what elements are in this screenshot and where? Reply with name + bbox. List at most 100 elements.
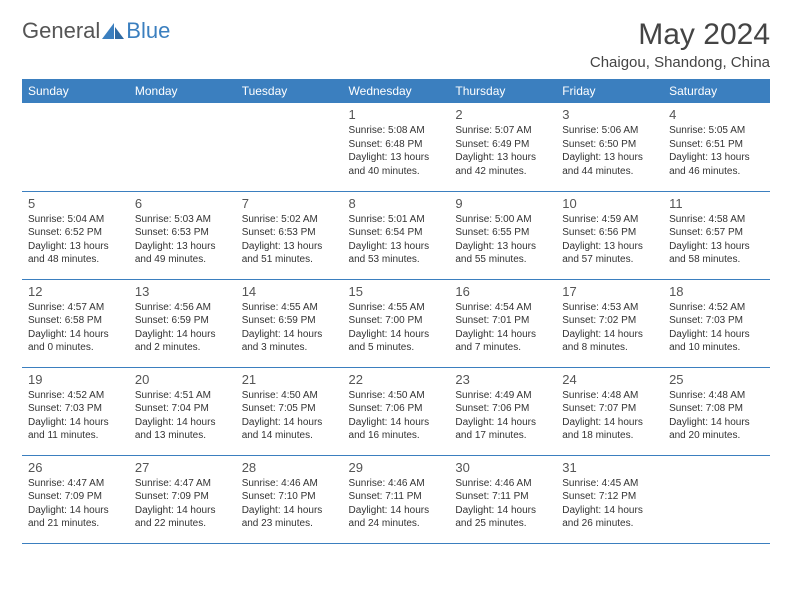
sunrise-text: Sunrise: 4:48 AM xyxy=(669,389,764,403)
daylight-text: Daylight: 13 hours and 51 minutes. xyxy=(242,240,337,267)
daylight-text: Daylight: 14 hours and 16 minutes. xyxy=(349,416,444,443)
day-details: Sunrise: 4:48 AMSunset: 7:07 PMDaylight:… xyxy=(562,389,657,443)
daylight-text: Daylight: 14 hours and 5 minutes. xyxy=(349,328,444,355)
day-number: 13 xyxy=(135,284,230,299)
sunset-text: Sunset: 7:00 PM xyxy=(349,314,444,328)
sunset-text: Sunset: 7:08 PM xyxy=(669,402,764,416)
sunset-text: Sunset: 6:53 PM xyxy=(242,226,337,240)
calendar-table: SundayMondayTuesdayWednesdayThursdayFrid… xyxy=(22,79,770,544)
calendar-day-cell: 9Sunrise: 5:00 AMSunset: 6:55 PMDaylight… xyxy=(449,191,556,279)
day-number: 16 xyxy=(455,284,550,299)
day-number: 1 xyxy=(349,107,444,122)
sunrise-text: Sunrise: 4:47 AM xyxy=(135,477,230,491)
sunset-text: Sunset: 7:01 PM xyxy=(455,314,550,328)
sunset-text: Sunset: 7:03 PM xyxy=(669,314,764,328)
sunrise-text: Sunrise: 4:58 AM xyxy=(669,213,764,227)
day-details: Sunrise: 4:52 AMSunset: 7:03 PMDaylight:… xyxy=(669,301,764,355)
daylight-text: Daylight: 14 hours and 3 minutes. xyxy=(242,328,337,355)
calendar-day-cell: 24 Sunrise: 4:48 AMSunset: 7:07 PMDayligh… xyxy=(556,367,663,455)
sunset-text: Sunset: 6:56 PM xyxy=(562,226,657,240)
day-details: Sunrise: 5:06 AMSunset: 6:50 PMDaylight:… xyxy=(562,124,657,178)
day-details: Sunrise: 4:53 AMSunset: 7:02 PMDaylight:… xyxy=(562,301,657,355)
calendar-day-cell: 6Sunrise: 5:03 AMSunset: 6:53 PMDaylight… xyxy=(129,191,236,279)
day-details: Sunrise: 4:49 AMSunset: 7:06 PMDaylight:… xyxy=(455,389,550,443)
calendar-day-cell: 26Sunrise: 4:47 AMSunset: 7:09 PMDayligh… xyxy=(22,455,129,543)
day-details: Sunrise: 5:02 AMSunset: 6:53 PMDaylight:… xyxy=(242,213,337,267)
sunrise-text: Sunrise: 4:45 AM xyxy=(562,477,657,491)
day-number: 24 xyxy=(562,372,657,387)
day-number: 25 xyxy=(669,372,764,387)
logo-sail-icon xyxy=(102,23,124,39)
day-details: Sunrise: 4:47 AMSunset: 7:09 PMDaylight:… xyxy=(135,477,230,531)
calendar-day-cell: 28Sunrise: 4:46 AMSunset: 7:10 PMDayligh… xyxy=(236,455,343,543)
daylight-text: Daylight: 14 hours and 11 minutes. xyxy=(28,416,123,443)
day-number: 19 xyxy=(28,372,123,387)
day-details: Sunrise: 4:58 AMSunset: 6:57 PMDaylight:… xyxy=(669,213,764,267)
daylight-text: Daylight: 13 hours and 42 minutes. xyxy=(455,151,550,178)
sunrise-text: Sunrise: 4:52 AM xyxy=(28,389,123,403)
sunset-text: Sunset: 7:09 PM xyxy=(28,490,123,504)
calendar-day-cell: 21Sunrise: 4:50 AMSunset: 7:05 PMDayligh… xyxy=(236,367,343,455)
daylight-text: Daylight: 14 hours and 22 minutes. xyxy=(135,504,230,531)
day-details: Sunrise: 4:54 AMSunset: 7:01 PMDaylight:… xyxy=(455,301,550,355)
daylight-text: Daylight: 13 hours and 55 minutes. xyxy=(455,240,550,267)
logo-text-2: Blue xyxy=(126,18,170,44)
sunrise-text: Sunrise: 5:06 AM xyxy=(562,124,657,138)
calendar-day-cell xyxy=(236,103,343,191)
sunrise-text: Sunrise: 5:08 AM xyxy=(349,124,444,138)
calendar-head: SundayMondayTuesdayWednesdayThursdayFrid… xyxy=(22,79,770,103)
sunset-text: Sunset: 6:54 PM xyxy=(349,226,444,240)
day-number: 7 xyxy=(242,196,337,211)
header: General Blue May 2024 Chaigou, Shandong,… xyxy=(22,18,770,71)
calendar-day-cell: 30Sunrise: 4:46 AMSunset: 7:11 PMDayligh… xyxy=(449,455,556,543)
day-number: 8 xyxy=(349,196,444,211)
daylight-text: Daylight: 14 hours and 20 minutes. xyxy=(669,416,764,443)
sunset-text: Sunset: 6:49 PM xyxy=(455,138,550,152)
day-number: 2 xyxy=(455,107,550,122)
sunrise-text: Sunrise: 4:55 AM xyxy=(242,301,337,315)
day-number: 11 xyxy=(669,196,764,211)
daylight-text: Daylight: 13 hours and 53 minutes. xyxy=(349,240,444,267)
day-details: Sunrise: 4:55 AMSunset: 7:00 PMDaylight:… xyxy=(349,301,444,355)
day-details: Sunrise: 4:45 AMSunset: 7:12 PMDaylight:… xyxy=(562,477,657,531)
calendar-week-row: 5Sunrise: 5:04 AMSunset: 6:52 PMDaylight… xyxy=(22,191,770,279)
sunrise-text: Sunrise: 4:52 AM xyxy=(669,301,764,315)
day-details: Sunrise: 4:59 AMSunset: 6:56 PMDaylight:… xyxy=(562,213,657,267)
day-number: 15 xyxy=(349,284,444,299)
day-details: Sunrise: 5:07 AMSunset: 6:49 PMDaylight:… xyxy=(455,124,550,178)
calendar-day-cell: 15 Sunrise: 4:55 AMSunset: 7:00 PMDayligh… xyxy=(343,279,450,367)
sunset-text: Sunset: 6:51 PM xyxy=(669,138,764,152)
daylight-text: Daylight: 13 hours and 46 minutes. xyxy=(669,151,764,178)
day-number: 5 xyxy=(28,196,123,211)
day-number: 18 xyxy=(669,284,764,299)
sunset-text: Sunset: 7:05 PM xyxy=(242,402,337,416)
calendar-week-row: 19Sunrise: 4:52 AMSunset: 7:03 PMDayligh… xyxy=(22,367,770,455)
day-number: 3 xyxy=(562,107,657,122)
day-details: Sunrise: 5:01 AMSunset: 6:54 PMDaylight:… xyxy=(349,213,444,267)
day-number: 21 xyxy=(242,372,337,387)
daylight-text: Daylight: 13 hours and 44 minutes. xyxy=(562,151,657,178)
calendar-day-cell: 29Sunrise: 4:46 AMSunset: 7:11 PMDayligh… xyxy=(343,455,450,543)
day-details: Sunrise: 4:46 AMSunset: 7:11 PMDaylight:… xyxy=(349,477,444,531)
calendar-day-cell: 18 Sunrise: 4:52 AMSunset: 7:03 PMDayligh… xyxy=(663,279,770,367)
daylight-text: Daylight: 13 hours and 57 minutes. xyxy=(562,240,657,267)
sunset-text: Sunset: 6:53 PM xyxy=(135,226,230,240)
calendar-day-cell: 19Sunrise: 4:52 AMSunset: 7:03 PMDayligh… xyxy=(22,367,129,455)
sunset-text: Sunset: 6:48 PM xyxy=(349,138,444,152)
daylight-text: Daylight: 13 hours and 40 minutes. xyxy=(349,151,444,178)
day-details: Sunrise: 4:55 AMSunset: 6:59 PMDaylight:… xyxy=(242,301,337,355)
sunrise-text: Sunrise: 4:46 AM xyxy=(455,477,550,491)
day-number: 20 xyxy=(135,372,230,387)
sunset-text: Sunset: 7:11 PM xyxy=(455,490,550,504)
calendar-day-cell: 20Sunrise: 4:51 AMSunset: 7:04 PMDayligh… xyxy=(129,367,236,455)
sunrise-text: Sunrise: 5:01 AM xyxy=(349,213,444,227)
day-details: Sunrise: 4:47 AMSunset: 7:09 PMDaylight:… xyxy=(28,477,123,531)
day-details: Sunrise: 5:03 AMSunset: 6:53 PMDaylight:… xyxy=(135,213,230,267)
daylight-text: Daylight: 14 hours and 13 minutes. xyxy=(135,416,230,443)
sunset-text: Sunset: 7:12 PM xyxy=(562,490,657,504)
sunset-text: Sunset: 6:52 PM xyxy=(28,226,123,240)
day-details: Sunrise: 5:00 AMSunset: 6:55 PMDaylight:… xyxy=(455,213,550,267)
sunrise-text: Sunrise: 4:50 AM xyxy=(242,389,337,403)
sunrise-text: Sunrise: 5:03 AM xyxy=(135,213,230,227)
sunrise-text: Sunrise: 4:53 AM xyxy=(562,301,657,315)
